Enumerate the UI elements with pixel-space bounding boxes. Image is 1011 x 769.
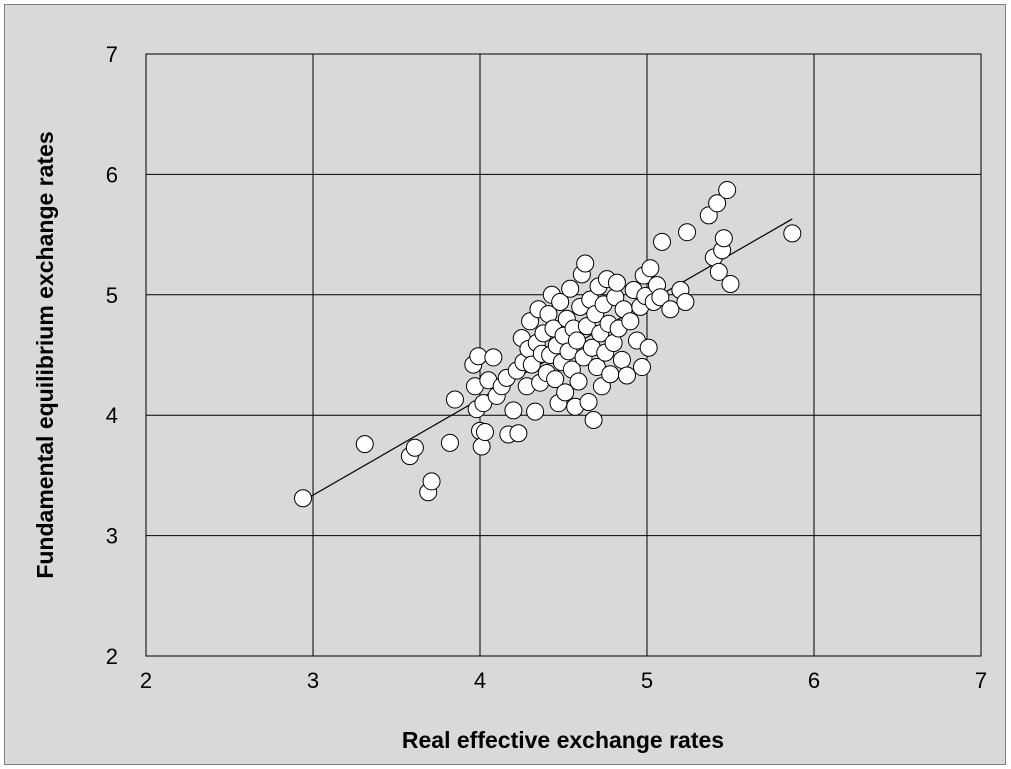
- data-point: [601, 365, 620, 384]
- chart-area: 2 3 4 5 6 7 2 3 4 5 6 7 Real effective exchange ra…: [4, 4, 1006, 765]
- y-tick-label: 6: [106, 162, 118, 187]
- data-point: [484, 348, 503, 367]
- x-tick-label: 2: [140, 668, 152, 693]
- data-point: [405, 438, 424, 457]
- x-axis-ticks: 2 3 4 5 6 7: [140, 668, 987, 693]
- data-point: [509, 424, 528, 443]
- data-point: [293, 489, 312, 508]
- data-point: [708, 194, 727, 213]
- y-axis-ticks: 2 3 4 5 6 7: [106, 42, 118, 669]
- data-point: [651, 288, 670, 307]
- data-point: [678, 223, 697, 242]
- data-point: [653, 232, 672, 251]
- data-point: [721, 274, 740, 293]
- data-point: [617, 366, 636, 385]
- data-point: [661, 300, 680, 319]
- data-point: [607, 273, 626, 292]
- data-point: [526, 402, 545, 421]
- data-point: [579, 392, 598, 411]
- data-point: [714, 229, 733, 248]
- x-tick-label: 6: [808, 668, 820, 693]
- data-point: [584, 411, 603, 430]
- data-point: [641, 259, 660, 278]
- x-tick-label: 5: [641, 668, 653, 693]
- data-point: [355, 435, 374, 454]
- data-point: [621, 312, 640, 331]
- data-point: [783, 224, 802, 243]
- scatter-chart: 2 3 4 5 6 7 2 3 4 5 6 7 Real effective exchange ra…: [32, 42, 987, 753]
- data-point: [639, 338, 658, 357]
- y-tick-label: 4: [106, 403, 118, 428]
- data-point: [718, 181, 737, 200]
- data-point: [422, 472, 441, 491]
- data-point: [569, 372, 588, 391]
- data-point: [576, 254, 595, 273]
- data-point: [612, 350, 631, 369]
- data-point: [561, 279, 580, 298]
- x-tick-label: 3: [307, 668, 319, 693]
- y-tick-label: 5: [106, 283, 118, 308]
- y-tick-label: 7: [106, 42, 118, 67]
- x-tick-label: 7: [975, 668, 987, 693]
- y-axis-title: Fundamental equilibrium exchange rates: [32, 131, 58, 578]
- data-point: [567, 331, 586, 350]
- x-tick-label: 4: [474, 668, 486, 693]
- data-point: [440, 433, 459, 452]
- data-point: [504, 401, 523, 420]
- data-point: [469, 347, 488, 366]
- data-point: [632, 358, 651, 377]
- y-tick-label: 2: [106, 644, 118, 669]
- data-point: [546, 370, 565, 389]
- data-point: [551, 293, 570, 312]
- data-point: [676, 293, 695, 312]
- data-point: [445, 390, 464, 409]
- data-points: [293, 181, 802, 508]
- data-point: [476, 423, 495, 442]
- data-point: [709, 262, 728, 281]
- y-tick-label: 3: [106, 524, 118, 549]
- data-point: [556, 383, 575, 402]
- x-axis-title: Real effective exchange rates: [402, 727, 724, 753]
